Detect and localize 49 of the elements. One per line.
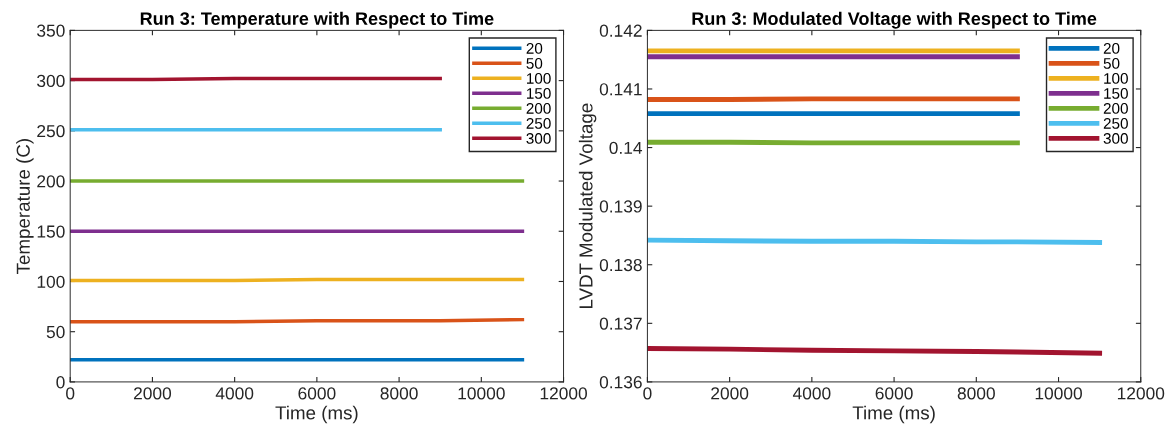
x-tick-label: 12000 — [1117, 387, 1165, 400]
legend-label: 100 — [527, 73, 551, 84]
legend-label: 200 — [526, 103, 551, 114]
legend-label: 20 — [526, 43, 543, 54]
y-tick-label: 0 — [56, 376, 65, 389]
legend-label: 150 — [527, 88, 551, 99]
legend-label: 300 — [526, 133, 551, 144]
legend-label: 150 — [1104, 88, 1128, 99]
y-tick-label: 200 — [37, 175, 65, 188]
y-tick-label: 0.139 — [599, 200, 642, 213]
x-tick-label: 0 — [643, 387, 652, 400]
x-axis-title: Time (ms) — [852, 405, 935, 424]
y-tick-label: 0.137 — [599, 317, 642, 330]
x-tick-label: 8000 — [380, 387, 418, 400]
legend-label: 250 — [526, 118, 551, 129]
legend-label: 50 — [526, 58, 543, 69]
chart-title: Run 3: Modulated Voltage with Respect to Time — [692, 11, 1097, 29]
x-tick-label: 8000 — [957, 387, 995, 400]
y-tick-label: 300 — [37, 74, 65, 88]
y-tick-label: 0.138 — [599, 258, 642, 272]
legend-label: 300 — [1103, 133, 1128, 144]
y-tick-label: 350 — [37, 24, 65, 37]
y-tick-label: 0.142 — [599, 24, 642, 37]
legend-label: 20 — [1103, 43, 1120, 54]
y-tick-label: 50 — [46, 325, 65, 339]
x-tick-label: 4000 — [792, 387, 831, 400]
y-tick-label: 0.136 — [599, 376, 642, 389]
y-tick-label: 150 — [37, 225, 65, 238]
legend-label: 100 — [1104, 73, 1128, 84]
legend-label: 250 — [1103, 118, 1128, 129]
x-tick-label: 2000 — [133, 387, 172, 400]
y-tick-label: 250 — [37, 124, 65, 138]
y-tick-label: 0.14 — [609, 141, 643, 155]
x-tick-label: 2000 — [711, 387, 749, 400]
x-tick-label: 12000 — [540, 387, 587, 400]
x-tick-label: 10000 — [1035, 387, 1082, 400]
y-axis-title: LVDT Modulated Voltage — [578, 103, 597, 308]
x-tick-label: 10000 — [458, 387, 505, 400]
x-tick-label: 4000 — [215, 387, 254, 400]
x-tick-label: 6000 — [298, 387, 336, 400]
chart-title: Run 3: Temperature with Respect to Time — [140, 11, 494, 29]
x-tick-label: 0 — [66, 387, 75, 400]
legend-label: 200 — [1103, 103, 1128, 114]
y-tick-label: 0.141 — [599, 83, 642, 96]
x-tick-label: 6000 — [875, 387, 913, 400]
y-axis-title: Temperature (C) — [16, 139, 34, 274]
legend-label: 50 — [1103, 58, 1120, 69]
x-axis-title: Time (ms) — [275, 405, 358, 424]
y-tick-label: 100 — [37, 275, 65, 288]
